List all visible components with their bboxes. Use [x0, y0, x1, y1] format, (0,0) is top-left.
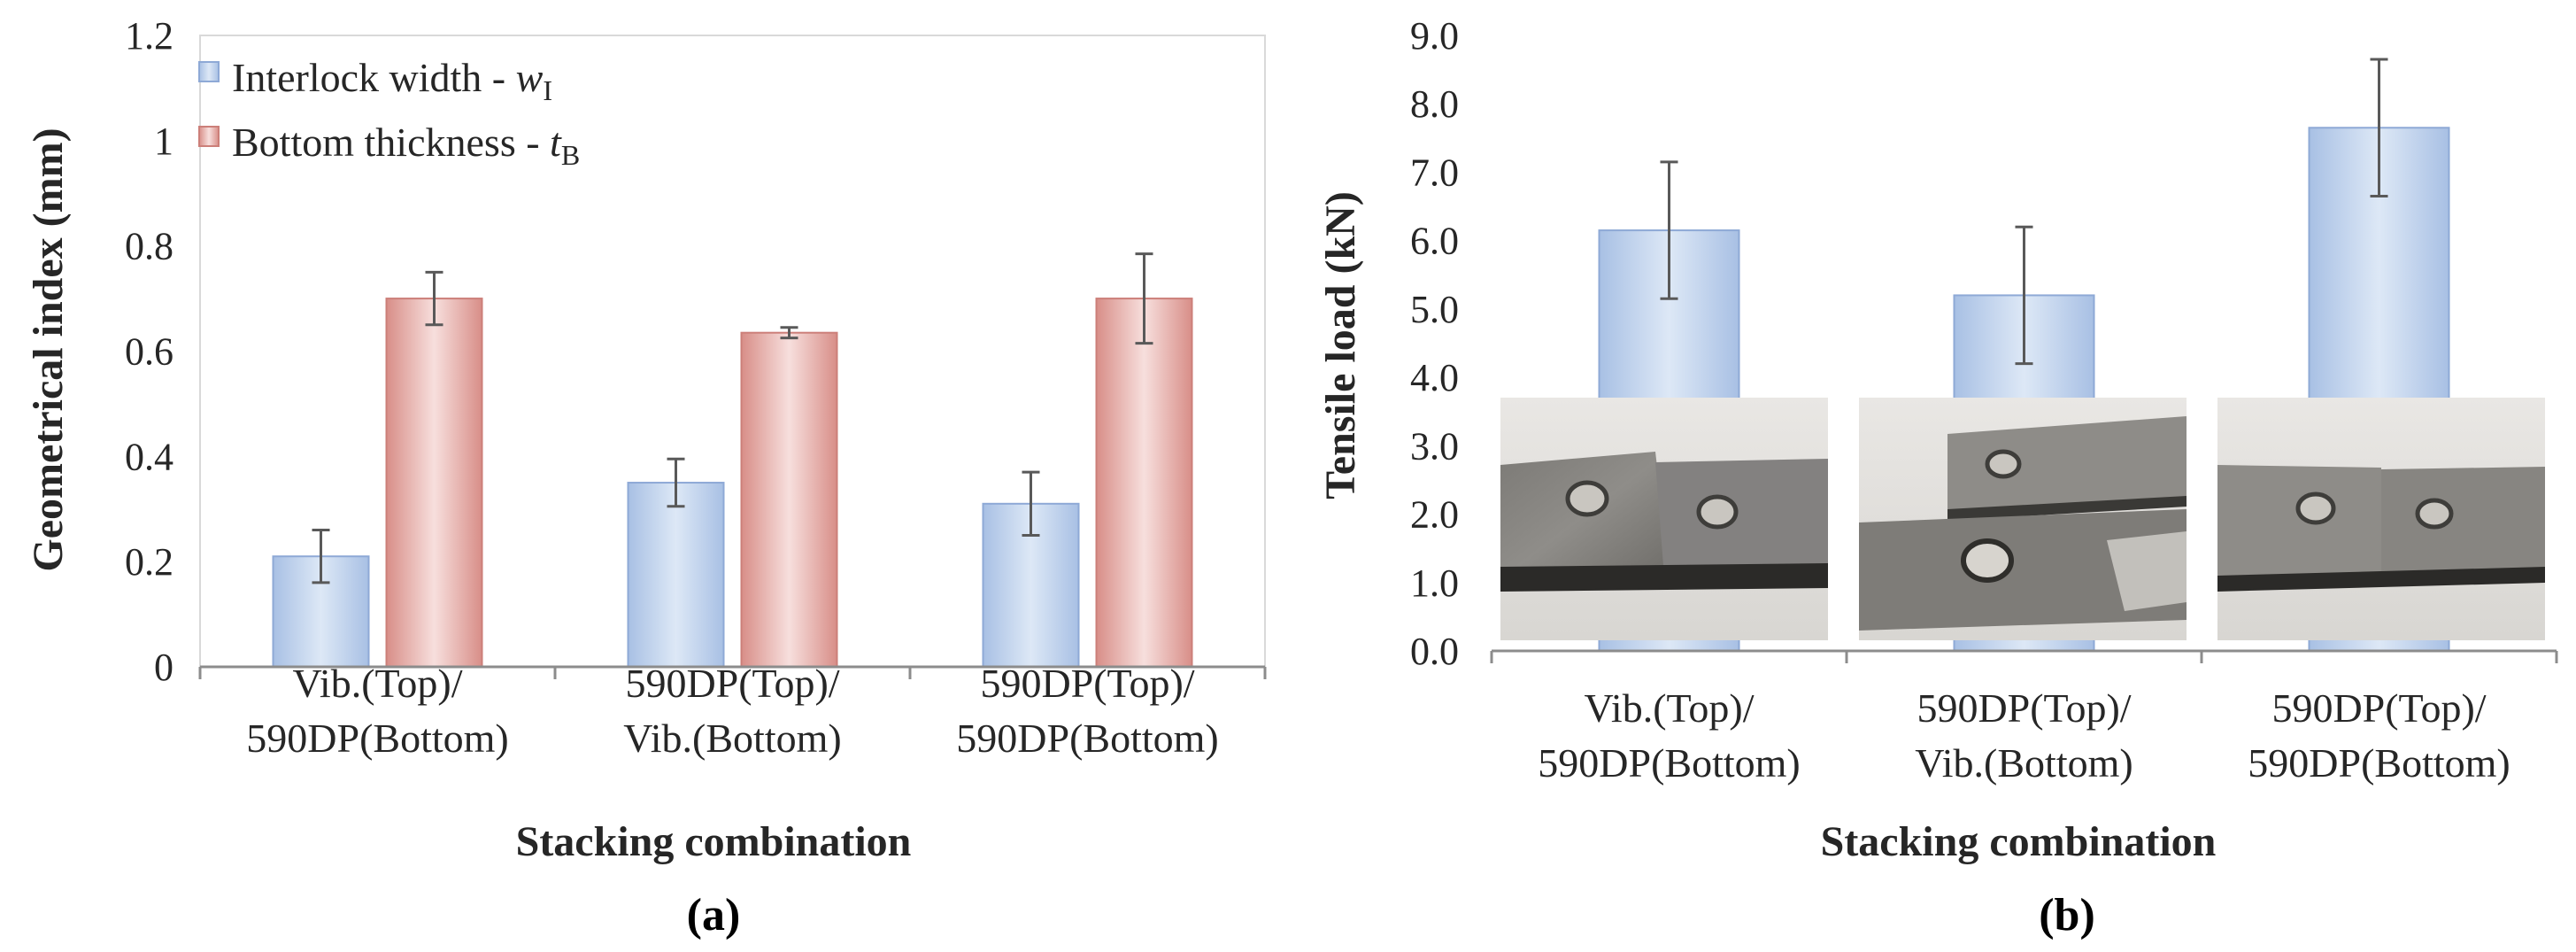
y-tick-label: 1.0: [1410, 561, 1459, 605]
y-tick-label: 0.6: [125, 330, 174, 374]
y-tick-label: 0: [154, 646, 174, 689]
category-label: 590DP(Bottom): [1538, 740, 1800, 786]
category-label: 590DP(Top)/: [980, 661, 1194, 706]
bar-blue-2: [627, 482, 725, 669]
panel-a: 0 0.2 0.4 0.6 0.8 1 1.2 Vib.(Top)/ 590DP(Bottom…: [25, 14, 1267, 940]
x-tick-marks-a: [198, 667, 1267, 679]
x-axis-title-a: Stacking combination: [516, 818, 912, 865]
category-label: Vib.(Top)/: [292, 661, 462, 706]
error-bars-a: [312, 252, 1153, 584]
category-label: 590DP(Top)/: [1917, 685, 2131, 731]
y-tick-labels-b: 0.0 1.0 2.0 3.0 4.0 5.0 6.0 7.0 8.0 9.0: [1410, 14, 1459, 673]
category-label: 590DP(Bottom): [246, 716, 508, 761]
y-tick-label: 5.0: [1410, 288, 1459, 331]
category-label: 590DP(Bottom): [2248, 740, 2510, 786]
category-label: 590DP(Bottom): [956, 716, 1218, 761]
legend-swatch-bottom: [198, 126, 220, 147]
y-tick-labels-a: 0 0.2 0.4 0.6 0.8 1 1.2: [125, 14, 174, 689]
bar-red-1: [385, 298, 483, 668]
error-bar: [1660, 160, 1678, 300]
fractured-specimen-photo-2: [1859, 398, 2187, 640]
y-tick-label: 7.0: [1410, 151, 1459, 194]
y-tick-label: 9.0: [1410, 14, 1459, 58]
y-axis-title-a: Geometrical index (mm): [25, 128, 72, 571]
error-bar: [780, 326, 798, 340]
y-tick-label: 6.0: [1410, 220, 1459, 263]
fractured-specimen-photo-1: [1500, 398, 1828, 640]
category-label: Vib.(Bottom): [623, 716, 841, 761]
y-tick-label: 8.0: [1410, 82, 1459, 126]
error-bar: [2370, 58, 2388, 197]
error-bar: [312, 529, 330, 584]
bars-a: [272, 298, 1193, 669]
panel-b: 0.0 1.0 2.0 3.0 4.0 5.0 6.0 7.0 8.0 9.0: [1317, 14, 2558, 940]
legend-label-interlock: Interlock width - wI: [232, 55, 552, 106]
error-bar: [425, 270, 443, 327]
error-bars-b: [1660, 58, 2388, 366]
category-label: Vib.(Top)/: [1584, 685, 1754, 731]
fractured-specimen-photo-3: [2217, 398, 2545, 640]
y-tick-label: 4.0: [1410, 356, 1459, 399]
category-label: 590DP(Top)/: [625, 661, 839, 706]
legend-a: Interlock width - wI Bottom thickness - …: [198, 55, 580, 171]
y-axis-title-b: Tensile load (kN): [1317, 191, 1364, 499]
category-label: 590DP(Top)/: [2271, 685, 2486, 731]
x-axis-title-b: Stacking combination: [1821, 818, 2217, 865]
error-bar: [1135, 252, 1153, 345]
y-tick-label: 1: [154, 120, 174, 163]
category-labels-a: Vib.(Top)/ 590DP(Bottom) 590DP(Top)/ Vib.(B…: [246, 661, 1218, 761]
legend-label-bottom: Bottom thickness - tB: [232, 120, 580, 171]
y-tick-label: 3.0: [1410, 424, 1459, 468]
x-tick-marks-b: [1490, 651, 2558, 663]
y-tick-label: 0.0: [1410, 630, 1459, 673]
panel-label-a: (a): [687, 890, 741, 940]
error-bar: [667, 457, 685, 508]
error-bar: [1022, 470, 1040, 537]
y-tick-label: 1.2: [125, 14, 174, 58]
category-labels-b: Vib.(Top)/ 590DP(Bottom) 590DP(Top)/ Vib.(B…: [1538, 685, 2510, 786]
bar-red-3: [1095, 298, 1193, 668]
error-bar: [2015, 225, 2033, 366]
y-tick-label: 0.4: [125, 435, 174, 478]
y-tick-label: 0.8: [125, 225, 174, 268]
legend-swatch-interlock: [198, 61, 220, 82]
bar-red-2: [740, 331, 838, 668]
panel-label-b: (b): [2039, 890, 2095, 940]
y-tick-label: 0.2: [125, 540, 174, 584]
category-label: Vib.(Bottom): [1915, 740, 2133, 786]
y-tick-label: 2.0: [1410, 493, 1459, 537]
